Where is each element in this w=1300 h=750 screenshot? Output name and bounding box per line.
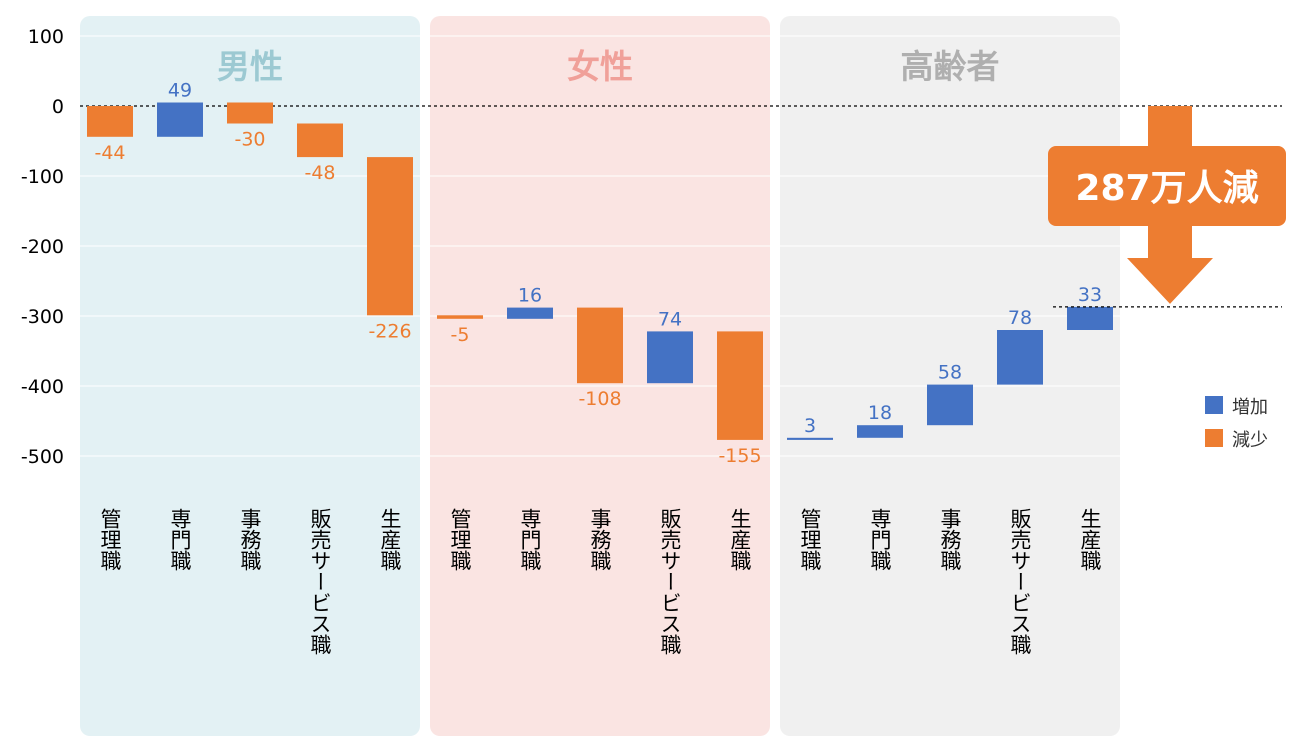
data-label: 18 (868, 402, 892, 424)
y-tick-label: 0 (52, 96, 64, 118)
increase-bar (157, 102, 203, 137)
decrease-bar (227, 102, 273, 124)
data-label: -44 (94, 142, 125, 164)
data-label: -108 (578, 388, 621, 410)
data-label: 33 (1078, 284, 1102, 306)
decrease-bar (297, 123, 343, 158)
y-tick-label: -100 (21, 166, 64, 188)
category-label: 販売サービス職 (1008, 508, 1032, 655)
data-label: 78 (1008, 307, 1032, 329)
legend-swatch (1205, 429, 1223, 447)
group-title: 高齢者 (901, 47, 1000, 86)
total-callout-text: 287万人減 (1075, 168, 1258, 209)
legend-label: 減少 (1232, 430, 1268, 451)
increase-bar (787, 437, 833, 440)
group-title: 男性 (217, 47, 283, 86)
increase-bar (1067, 306, 1113, 330)
category-label: 事務職 (938, 508, 962, 571)
decrease-bar (577, 307, 623, 384)
increase-bar (647, 331, 693, 384)
category-label: 事務職 (588, 508, 612, 571)
data-label: -30 (234, 129, 265, 151)
legend-label: 増加 (1232, 397, 1268, 418)
y-tick-label: -300 (21, 306, 64, 328)
category-label: 販売サービス職 (658, 508, 682, 655)
category-label: 専門職 (168, 508, 192, 571)
increase-bar (927, 384, 973, 426)
data-label: 49 (168, 80, 192, 102)
data-label: -48 (304, 162, 335, 184)
category-label: 管理職 (98, 508, 122, 571)
increase-bar (857, 425, 903, 438)
y-tick-label: -500 (21, 446, 64, 468)
group-panel-2 (780, 16, 1120, 736)
decrease-bar (437, 315, 483, 319)
total-callout-box (1048, 146, 1286, 226)
decrease-bar (87, 106, 133, 137)
data-label: -5 (451, 324, 470, 346)
category-label: 管理職 (448, 508, 472, 571)
decrease-bar (367, 157, 413, 316)
increase-bar (507, 307, 553, 319)
decrease-bar (717, 331, 763, 440)
data-label: 16 (518, 285, 542, 307)
data-label: 3 (804, 415, 816, 437)
category-label: 専門職 (518, 508, 542, 571)
category-label: 専門職 (868, 508, 892, 571)
data-label: 74 (658, 308, 682, 330)
group-panel-0 (80, 16, 420, 736)
y-tick-label: 100 (28, 26, 64, 48)
category-label: 生産職 (1078, 508, 1102, 571)
category-label: 生産職 (378, 508, 402, 571)
increase-bar (997, 330, 1043, 385)
category-label: 事務職 (238, 508, 262, 571)
category-label: 生産職 (728, 508, 752, 571)
legend-swatch (1205, 396, 1223, 414)
y-tick-label: -200 (21, 236, 64, 258)
data-label: -155 (718, 445, 761, 467)
category-label: 管理職 (798, 508, 822, 571)
data-label: 58 (938, 362, 962, 384)
y-tick-label: -400 (21, 376, 64, 398)
group-title: 女性 (567, 47, 633, 86)
category-label: 販売サービス職 (308, 508, 332, 655)
data-label: -226 (368, 320, 411, 342)
